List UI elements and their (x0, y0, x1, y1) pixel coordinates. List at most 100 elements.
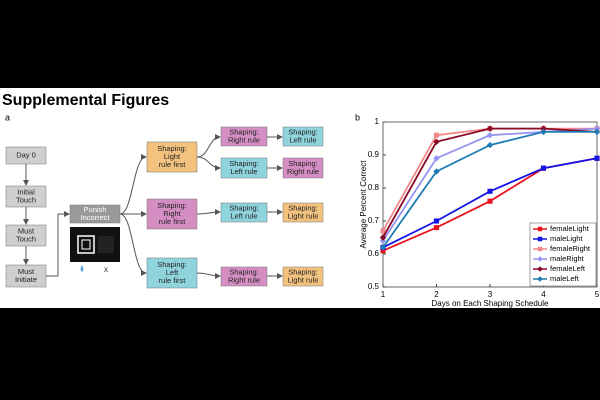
y-tick-label: 0.8 (368, 183, 380, 192)
node-label: Shaping: (229, 203, 259, 212)
node-label: Shaping: (229, 127, 259, 136)
y-axis-label: Average Percent Correct (359, 160, 368, 249)
panel-label: b (355, 112, 360, 122)
node-label: Shaping: (157, 144, 187, 153)
arrow (196, 209, 221, 216)
node-label: Must (18, 267, 35, 276)
y-tick-label: 0.5 (368, 282, 380, 291)
legend-swatch (537, 246, 543, 252)
arrow (46, 211, 70, 277)
node-label: Light rule (288, 211, 319, 220)
point (540, 165, 547, 171)
node-label: Left rule (230, 211, 257, 220)
point (433, 225, 440, 231)
point (486, 141, 494, 149)
panel-label: a (5, 112, 10, 122)
node-label: Right (163, 209, 181, 218)
point (486, 125, 494, 132)
point (433, 138, 440, 145)
point (594, 155, 600, 161)
point (379, 234, 387, 241)
legend-label: maleLeft (550, 274, 580, 283)
point (540, 128, 547, 136)
point (433, 168, 440, 175)
x-tick-label: 2 (434, 290, 439, 299)
arrow (196, 134, 221, 158)
node-label: Shaping: (229, 159, 259, 168)
node-label: Must (18, 226, 35, 235)
node-box (69, 204, 121, 224)
node-label: Initial (17, 187, 35, 196)
node-box (5, 185, 47, 208)
point (540, 125, 547, 132)
y-tick-label: 0.7 (368, 216, 380, 225)
point (380, 228, 386, 234)
point (433, 132, 440, 138)
node-box (146, 198, 198, 230)
node-label: Left rule (289, 135, 316, 144)
node-box (5, 146, 47, 165)
node-label: Right rule (287, 167, 319, 176)
node-label: Incorrect (80, 213, 110, 222)
node-label: Right rule (228, 275, 260, 284)
arrow (119, 213, 147, 276)
legend-label: femaleLeft (550, 264, 586, 273)
y-tick-label: 1 (375, 117, 380, 126)
node-label: Shaping: (157, 201, 187, 210)
node-box (282, 157, 324, 179)
point (433, 218, 440, 224)
point (487, 188, 493, 194)
y-tick-label: 0.9 (368, 150, 380, 159)
point (379, 244, 387, 251)
legend-swatch (537, 236, 543, 242)
point (380, 248, 386, 254)
node-label: Punish (84, 205, 107, 214)
x-tick-label: 1 (381, 290, 386, 299)
node-label: Shaping: (288, 159, 318, 168)
punish-icon: x (70, 227, 120, 274)
node-box (220, 157, 268, 179)
node-label: Left (166, 268, 179, 277)
node-label: Touch (16, 234, 36, 243)
legend-label: femaleLight (550, 224, 590, 233)
arrow (196, 156, 221, 171)
node-label: Touch (16, 195, 36, 204)
point (379, 237, 387, 244)
arrow (119, 154, 147, 215)
legend-swatch (537, 226, 543, 232)
node-box (282, 266, 324, 287)
node-label: Light rule (288, 275, 319, 284)
heading: Supplemental Figures (2, 92, 169, 109)
node-box (220, 266, 268, 287)
node-label: Initiate (15, 275, 37, 284)
node-label: Shaping: (157, 260, 187, 269)
legend-swatch (537, 276, 543, 282)
legend-label: femaleRight (550, 244, 591, 253)
svg-text:x: x (104, 265, 108, 274)
node-label: rule first (159, 160, 187, 169)
legend-label: maleLight (550, 234, 583, 243)
x-tick-label: 3 (488, 290, 493, 299)
node-label: Left rule (230, 167, 257, 176)
point (486, 132, 494, 139)
node-label: rule first (159, 276, 187, 285)
node-label: Shaping: (229, 267, 259, 276)
node-box (282, 202, 324, 223)
node-box (146, 141, 198, 173)
legend-label: maleRight (550, 254, 585, 263)
point (593, 128, 600, 136)
node-box (5, 264, 47, 288)
node-label: Day 0 (16, 150, 36, 159)
x-axis-label: Days on Each Shaping Schedule (432, 299, 550, 308)
node-label: rule first (159, 217, 187, 226)
y-tick-label: 0.6 (368, 249, 380, 258)
node-label: Shaping: (288, 127, 318, 136)
node-box (220, 126, 268, 147)
node-box (220, 202, 268, 223)
node-label: Shaping: (288, 267, 318, 276)
point (487, 198, 493, 204)
node-label: Shaping: (288, 203, 318, 212)
x-tick-label: 5 (595, 290, 600, 299)
legend-swatch (537, 266, 543, 272)
